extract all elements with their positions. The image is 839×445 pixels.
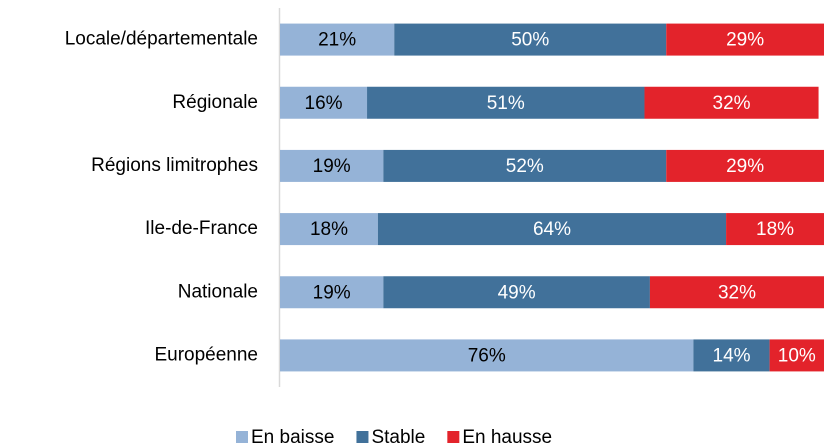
- y-tick-label: Régionale: [172, 92, 258, 113]
- bar-segment: [394, 23, 667, 56]
- y-tick-label: Européenne: [154, 344, 258, 365]
- bar-segment: [649, 276, 824, 309]
- data-label: 49%: [498, 282, 536, 303]
- data-label: 29%: [726, 156, 764, 177]
- y-tick-label: Régions limitrophes: [91, 155, 258, 176]
- data-label: 76%: [468, 345, 506, 366]
- data-label: 10%: [778, 345, 816, 366]
- bar-segment: [666, 149, 824, 182]
- legend-label: Stable: [371, 427, 425, 445]
- data-label: 32%: [718, 282, 756, 303]
- bar-segment: [280, 276, 384, 309]
- data-label: 32%: [713, 93, 751, 114]
- legend-label: En baisse: [251, 427, 334, 445]
- data-label: 52%: [506, 156, 544, 177]
- data-label: 19%: [313, 156, 351, 177]
- y-tick-label: Ile-de-France: [145, 218, 258, 239]
- y-tick-label: Locale/départementale: [65, 29, 258, 50]
- data-label: 51%: [487, 93, 525, 114]
- bar-segment: [726, 213, 824, 246]
- bar-segment: [383, 149, 667, 182]
- bar-segment: [280, 149, 384, 182]
- data-label: 19%: [313, 282, 351, 303]
- bar-segment: [693, 339, 770, 372]
- data-label: 64%: [533, 219, 571, 240]
- bar-segment: [280, 339, 694, 372]
- data-label: 21%: [318, 30, 356, 51]
- data-label: 29%: [726, 30, 764, 51]
- bar-segment: [666, 23, 824, 56]
- bar-segment: [769, 339, 824, 372]
- data-label: 50%: [511, 30, 549, 51]
- bar-segment: [377, 213, 727, 246]
- legend-swatch: [236, 431, 248, 443]
- bar-segment: [280, 213, 378, 246]
- data-label: 16%: [305, 93, 343, 114]
- data-label: 14%: [713, 345, 751, 366]
- bar-segment: [280, 23, 395, 56]
- y-tick-label: Nationale: [178, 281, 258, 302]
- bar-segment: [383, 276, 650, 309]
- legend-label: En hausse: [462, 427, 552, 445]
- legend-swatch: [447, 431, 460, 443]
- data-label: 18%: [310, 219, 348, 240]
- bar-segment: [367, 86, 645, 119]
- legend-swatch: [356, 431, 369, 443]
- data-label: 18%: [756, 219, 794, 240]
- bar-segment: [644, 86, 819, 119]
- bar-segment: [280, 86, 368, 119]
